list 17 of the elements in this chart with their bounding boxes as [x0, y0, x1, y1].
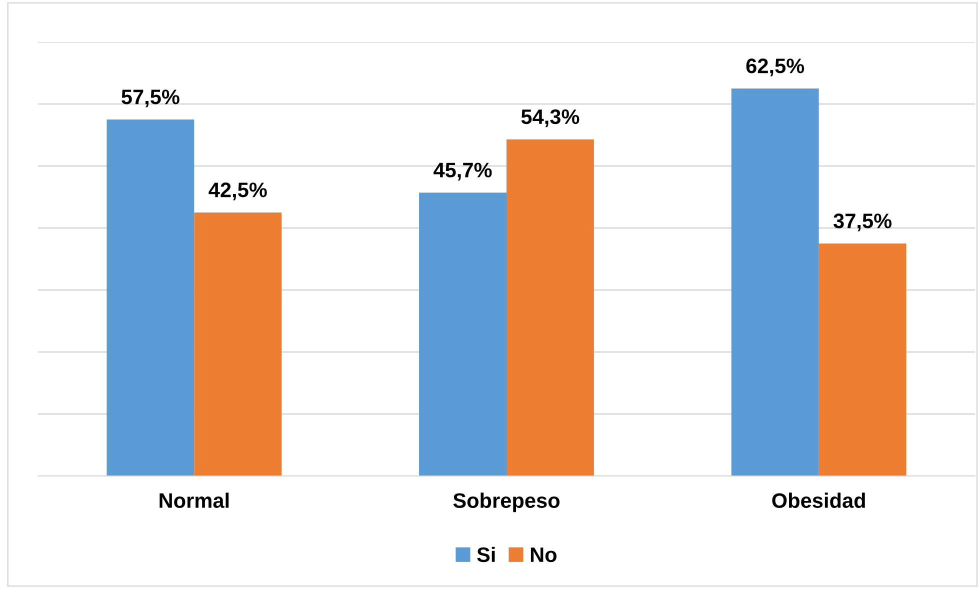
bar [818, 244, 906, 476]
bar [419, 192, 506, 476]
bar [506, 139, 594, 476]
data-label: 37,5% [834, 214, 892, 232]
legend-label: No [530, 548, 556, 562]
data-label: 62,5% [746, 58, 804, 76]
x-tick-label: Normal [160, 492, 229, 508]
x-tick-label: Obesidad [772, 492, 865, 508]
data-label: 45,7% [434, 162, 492, 180]
data-label: 57,5% [122, 90, 180, 108]
bar [194, 212, 282, 476]
x-tick-label: Sobrepeso [453, 492, 560, 512]
data-label: 42,5% [208, 182, 267, 200]
bar [731, 88, 819, 476]
bar [106, 120, 194, 476]
legend-label: Si [477, 546, 495, 562]
data-label: 54,3% [521, 109, 580, 128]
